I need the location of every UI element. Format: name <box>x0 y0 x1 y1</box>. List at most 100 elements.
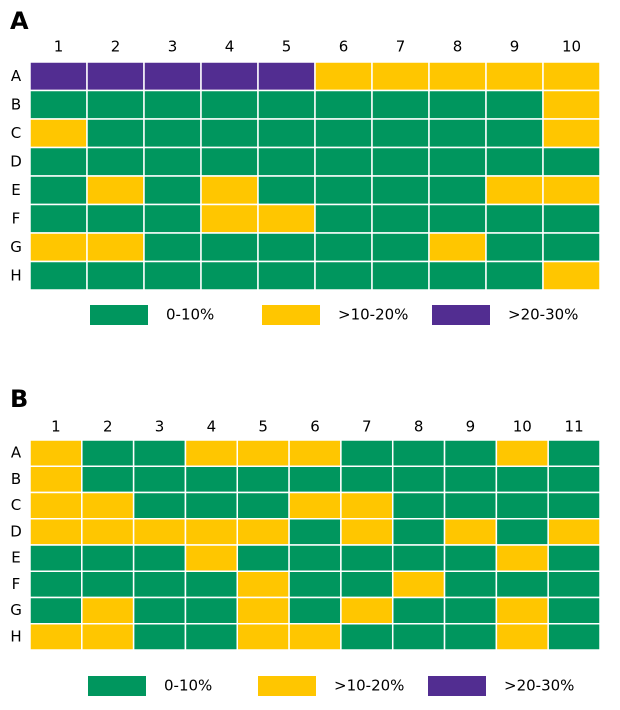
column-label: 3 <box>168 38 178 56</box>
column-label: 9 <box>510 38 520 56</box>
cell <box>542 232 601 263</box>
column-label: 6 <box>339 38 349 56</box>
cell <box>29 570 83 599</box>
cell <box>236 518 290 546</box>
row-label: H <box>10 627 21 645</box>
cell <box>314 260 373 291</box>
cell <box>428 146 487 177</box>
cell <box>443 518 498 546</box>
cell <box>257 232 316 263</box>
legend-swatch <box>90 305 148 325</box>
cell <box>314 89 373 120</box>
cell <box>86 203 145 234</box>
cell <box>547 570 601 599</box>
cell <box>288 465 342 494</box>
cell <box>236 596 290 625</box>
cell <box>184 570 239 599</box>
column-label: 4 <box>225 38 235 56</box>
cell <box>184 465 239 494</box>
row-label: H <box>10 266 21 284</box>
cell <box>184 623 239 651</box>
panel-label: A <box>10 7 29 35</box>
cell <box>288 570 342 599</box>
cell <box>485 118 544 149</box>
cell <box>495 544 549 572</box>
panel-label: B <box>10 385 28 413</box>
cell <box>371 118 430 149</box>
cell <box>200 260 259 291</box>
cell <box>143 232 202 263</box>
cell <box>391 596 446 625</box>
cell <box>29 439 83 467</box>
column-label: 9 <box>466 418 476 436</box>
row-label: C <box>11 496 21 514</box>
cell <box>314 61 373 92</box>
cell <box>495 491 549 520</box>
cell <box>485 146 544 177</box>
cell <box>236 623 290 651</box>
cell <box>29 544 83 572</box>
cell <box>485 260 544 291</box>
cell <box>143 61 202 92</box>
cell <box>143 260 202 291</box>
cell <box>200 118 259 149</box>
cell <box>257 89 316 120</box>
cell <box>542 61 601 92</box>
row-label: B <box>11 470 21 488</box>
cell <box>132 439 187 467</box>
cell <box>200 61 259 92</box>
column-label: 2 <box>111 38 121 56</box>
cell <box>495 518 549 546</box>
row-label: G <box>10 601 22 619</box>
cell <box>132 518 187 546</box>
cell <box>132 465 187 494</box>
cell <box>485 175 544 206</box>
cell <box>81 544 135 572</box>
cell <box>340 596 394 625</box>
cell <box>29 232 88 263</box>
cell <box>547 596 601 625</box>
cell <box>288 596 342 625</box>
cell <box>200 175 259 206</box>
cell <box>132 623 187 651</box>
cell <box>485 61 544 92</box>
cell <box>547 518 601 546</box>
cell <box>340 623 394 651</box>
cell <box>86 61 145 92</box>
cell <box>200 203 259 234</box>
cell <box>391 465 446 494</box>
legend-swatch <box>262 305 320 325</box>
cell <box>340 439 394 467</box>
column-label: 6 <box>310 418 320 436</box>
cell <box>391 570 446 599</box>
cell <box>29 596 83 625</box>
cell <box>86 89 145 120</box>
cell <box>443 596 498 625</box>
cell <box>495 623 549 651</box>
cell <box>391 544 446 572</box>
cell <box>257 260 316 291</box>
cell <box>485 89 544 120</box>
cell <box>257 175 316 206</box>
cell <box>428 89 487 120</box>
cell <box>542 175 601 206</box>
cell <box>288 623 342 651</box>
cell <box>132 570 187 599</box>
column-label: 1 <box>51 418 61 436</box>
cell <box>391 439 446 467</box>
cell <box>132 596 187 625</box>
legend-label: >10-20% <box>338 306 408 324</box>
cell <box>86 175 145 206</box>
column-label: 8 <box>414 418 424 436</box>
cell <box>443 465 498 494</box>
cell <box>29 623 83 651</box>
cell <box>143 203 202 234</box>
cell <box>184 518 239 546</box>
cell <box>81 623 135 651</box>
cell <box>29 203 88 234</box>
cell <box>29 118 88 149</box>
cell <box>288 544 342 572</box>
legend-swatch <box>432 305 490 325</box>
column-label: 7 <box>396 38 406 56</box>
cell <box>236 465 290 494</box>
